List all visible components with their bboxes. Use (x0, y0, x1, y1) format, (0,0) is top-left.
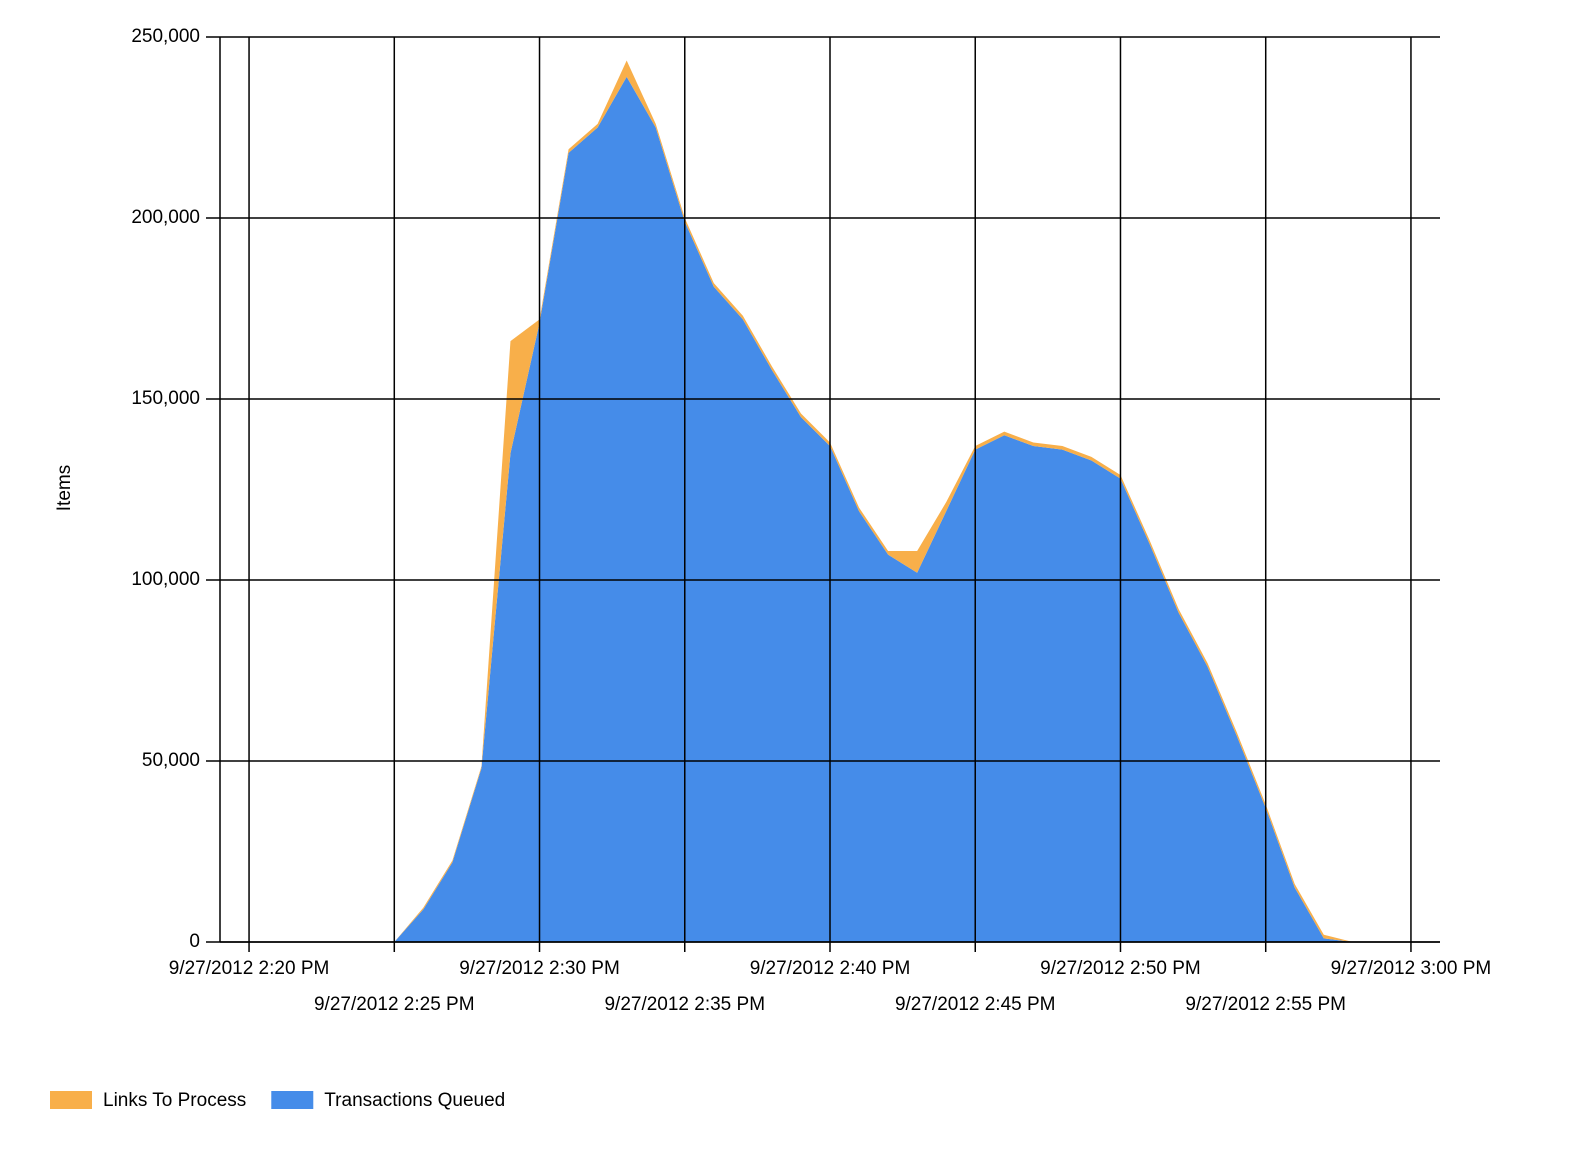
area (394, 76, 1353, 942)
x-tick-label: 9/27/2012 3:00 PM (1331, 958, 1492, 979)
y-tick-label: 150,000 (131, 388, 200, 409)
legend-swatch (50, 1091, 92, 1109)
x-tick-label: 9/27/2012 2:45 PM (895, 994, 1056, 1015)
x-tick-label: 9/27/2012 2:20 PM (169, 958, 330, 979)
x-tick-label: 9/27/2012 2:40 PM (750, 958, 911, 979)
x-tick-label: 9/27/2012 2:35 PM (604, 994, 765, 1015)
y-tick-label: 200,000 (131, 207, 200, 228)
y-tick-label: 50,000 (142, 750, 200, 771)
y-tick-label: 250,000 (131, 26, 200, 47)
legend-label: Transactions Queued (324, 1090, 505, 1111)
x-tick-label: 9/27/2012 2:50 PM (1040, 958, 1201, 979)
x-tick-label: 9/27/2012 2:25 PM (314, 994, 475, 1015)
legend-swatch (271, 1091, 314, 1109)
y-axis-label: Items (54, 465, 75, 511)
y-tick-label: 100,000 (131, 569, 200, 590)
y-tick-label: 0 (189, 931, 200, 952)
x-tick-label: 9/27/2012 2:30 PM (459, 958, 620, 979)
x-tick-label: 9/27/2012 2:55 PM (1185, 994, 1346, 1015)
legend-label: Links To Process (103, 1090, 246, 1111)
areas (394, 60, 1353, 942)
